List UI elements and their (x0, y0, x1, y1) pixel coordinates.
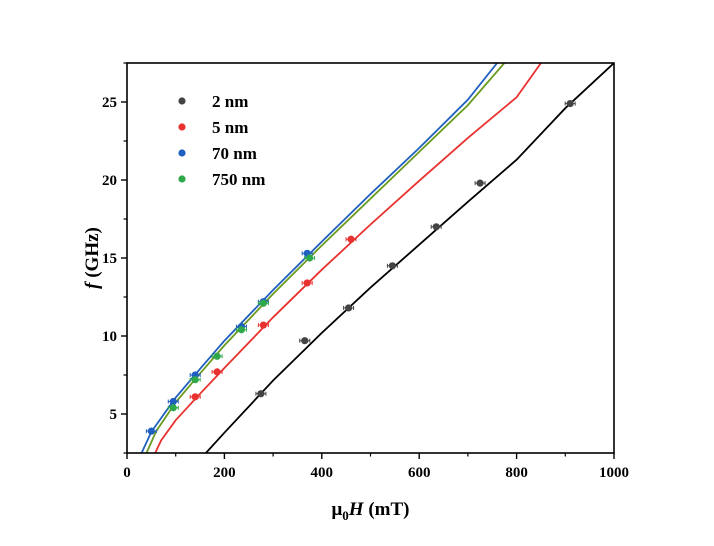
y-tick-label: 10 (102, 329, 117, 345)
x-axis-label: μ0H (mT) (332, 499, 410, 523)
data-point (189, 393, 201, 401)
data-point (235, 326, 247, 334)
fit-line-2 (140, 63, 498, 453)
data-point (211, 368, 223, 376)
legend-entry: 5 nm (178, 118, 248, 137)
data-point (145, 427, 157, 435)
data-point (301, 279, 313, 287)
y-axis-label: f (GHz) (82, 227, 103, 289)
x-tick-label: 1000 (599, 465, 629, 481)
legend-entry: 750 nm (178, 170, 265, 189)
legend-marker (178, 175, 186, 183)
legend-label: 750 nm (212, 170, 265, 189)
data-point (167, 397, 179, 406)
legend-marker (178, 97, 186, 105)
y-tick-label: 5 (110, 407, 118, 423)
axis-labels: μ0H (mT) f (GHz) (82, 227, 409, 523)
data-point (430, 223, 442, 231)
legend-entry: 70 nm (178, 144, 257, 163)
y-tick-label: 20 (102, 173, 117, 189)
data-point (564, 99, 576, 108)
data-point (299, 337, 311, 345)
data-points (145, 99, 576, 435)
legend-marker (178, 123, 186, 131)
legend-label: 70 nm (212, 144, 257, 163)
data-point (167, 404, 179, 412)
x-tick-label: 800 (505, 465, 528, 481)
fit-line-1 (154, 63, 542, 453)
data-point (474, 179, 486, 187)
data-point (343, 304, 355, 312)
data-point (345, 235, 357, 243)
data-point (257, 321, 269, 329)
x-tick-label: 600 (408, 465, 431, 481)
legend: 2 nm 5 nm 70 nm 750 nm (178, 92, 265, 189)
x-tick-label: 400 (311, 465, 334, 481)
data-point (304, 254, 316, 262)
y-tick-label: 15 (102, 251, 117, 267)
data-point (211, 352, 223, 360)
y-tick-label: 25 (102, 95, 117, 111)
legend-label: 5 nm (212, 118, 248, 137)
data-point (257, 299, 269, 307)
axes: 0 200 400 600 800 1000 5 10 15 20 25 (102, 62, 629, 481)
fit-line-3 (145, 63, 506, 453)
x-tick-label: 0 (123, 465, 131, 481)
data-point (255, 390, 267, 398)
data-point (189, 376, 201, 384)
legend-entry: 2 nm (178, 92, 248, 111)
x-tick-label: 200 (213, 465, 236, 481)
data-point (386, 262, 398, 270)
fit-line-0 (205, 63, 614, 453)
legend-label: 2 nm (212, 92, 248, 111)
legend-marker (178, 149, 186, 157)
